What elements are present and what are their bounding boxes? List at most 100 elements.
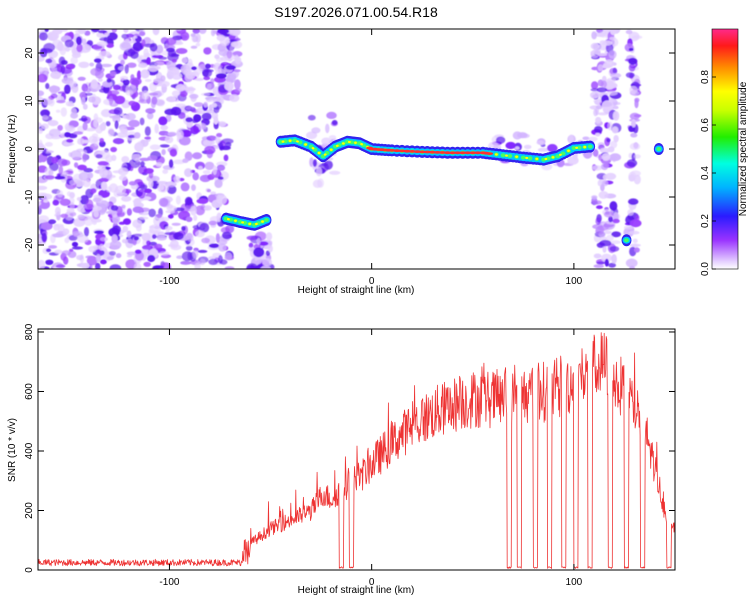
track-peak bbox=[354, 141, 357, 144]
noise-blob bbox=[41, 123, 49, 130]
noise-blob bbox=[206, 135, 217, 141]
noise-blob bbox=[164, 135, 174, 144]
noise-blob bbox=[176, 255, 184, 259]
track-core bbox=[520, 155, 526, 160]
noise-blob bbox=[212, 165, 217, 176]
noise-blob bbox=[92, 197, 102, 203]
noise-blob bbox=[64, 132, 71, 138]
y-tick-label: 400 bbox=[24, 442, 35, 459]
noise-blob bbox=[631, 152, 636, 161]
noise-blob bbox=[146, 112, 154, 120]
noise-blob bbox=[88, 96, 96, 103]
noise-blob bbox=[234, 79, 241, 90]
noise-blob bbox=[176, 129, 184, 140]
noise-blob bbox=[55, 43, 67, 52]
noise-blob bbox=[92, 221, 97, 225]
noise-blob bbox=[192, 249, 199, 259]
noise-blob bbox=[175, 84, 186, 92]
track-peak bbox=[544, 157, 548, 161]
noise-blob bbox=[629, 142, 641, 150]
noise-blob bbox=[184, 168, 193, 178]
noise-blob bbox=[224, 252, 233, 261]
noise-blob bbox=[49, 128, 61, 138]
colorbar-tick-label: 0.4 bbox=[700, 166, 711, 180]
noise-blob bbox=[111, 234, 118, 244]
track-peak bbox=[329, 148, 333, 151]
noise-blob bbox=[246, 265, 256, 269]
spectrogram-ylabel: Frequency (Hz) bbox=[7, 115, 18, 184]
noise-blob bbox=[166, 96, 177, 103]
noise-blob bbox=[77, 138, 85, 145]
noise-blob bbox=[156, 181, 168, 185]
noise-blob bbox=[119, 75, 129, 81]
noise-blob bbox=[84, 30, 91, 36]
noise-blob bbox=[50, 135, 62, 140]
noise-blob bbox=[203, 101, 208, 108]
noise-blob bbox=[331, 119, 338, 126]
noise-blob bbox=[199, 222, 210, 233]
noise-blob bbox=[155, 44, 164, 54]
noise-blob bbox=[82, 103, 88, 110]
noise-blob bbox=[230, 41, 239, 47]
noise-blob bbox=[606, 90, 618, 96]
noise-blob bbox=[92, 206, 102, 211]
track-peak bbox=[559, 153, 562, 156]
noise-blob bbox=[610, 29, 617, 36]
noise-blob bbox=[158, 251, 170, 256]
noise-blob bbox=[512, 131, 523, 140]
noise-blob bbox=[64, 84, 71, 94]
noise-blob bbox=[97, 161, 109, 166]
noise-blob bbox=[217, 239, 228, 245]
noise-blob bbox=[77, 76, 86, 81]
x-tick-label: 100 bbox=[566, 577, 583, 588]
spectrogram-xlabel: Height of straight line (km) bbox=[298, 285, 415, 296]
track-peak bbox=[261, 220, 264, 223]
noise-blob bbox=[536, 140, 545, 145]
noise-blob bbox=[146, 231, 155, 242]
track-peak bbox=[335, 144, 339, 147]
noise-blob bbox=[66, 168, 74, 176]
noise-blob bbox=[140, 69, 150, 79]
noise-blob bbox=[611, 231, 621, 238]
noise-blob bbox=[159, 144, 170, 148]
noise-blob bbox=[59, 198, 71, 206]
noise-blob bbox=[625, 72, 635, 78]
noise-blob bbox=[600, 80, 607, 88]
noise-blob bbox=[45, 248, 52, 253]
noise-blob bbox=[147, 155, 158, 161]
noise-blob bbox=[215, 73, 227, 79]
track-max bbox=[438, 151, 446, 154]
noise-blob bbox=[210, 78, 215, 84]
noise-blob bbox=[72, 231, 83, 236]
snr-panel: -100 0 100 0 200 400 600 800 Height of straight… bbox=[7, 323, 676, 596]
noise-blob bbox=[222, 231, 232, 240]
noise-blob bbox=[208, 258, 219, 265]
noise-blob bbox=[44, 175, 55, 180]
colorbar-label: Normalized spectral amplitude bbox=[738, 81, 749, 216]
noise-blob bbox=[44, 142, 53, 147]
noise-blob bbox=[613, 135, 619, 143]
track-peak bbox=[551, 156, 555, 159]
noise-blob bbox=[211, 102, 218, 108]
noise-blob bbox=[634, 97, 640, 103]
noise-blob bbox=[44, 29, 49, 33]
snr-ticks: -100 0 100 0 200 400 600 800 bbox=[24, 323, 675, 588]
noise-blob bbox=[81, 262, 90, 269]
noise-blob bbox=[629, 219, 642, 228]
noise-blob bbox=[217, 176, 224, 180]
noise-blob bbox=[60, 67, 72, 74]
noise-blob bbox=[69, 248, 74, 252]
noise-blob bbox=[602, 245, 607, 253]
noise-blob bbox=[601, 153, 611, 161]
noise-blob bbox=[599, 40, 607, 45]
noise-blob bbox=[203, 205, 212, 211]
noise-blob bbox=[126, 230, 132, 238]
noise-blob bbox=[607, 77, 616, 83]
noise-blob bbox=[110, 146, 117, 153]
noise-blob bbox=[173, 175, 181, 183]
y-tick-label: 800 bbox=[24, 323, 35, 340]
noise-blob bbox=[215, 136, 221, 144]
snr-series-line bbox=[38, 332, 675, 569]
noise-blob bbox=[140, 161, 145, 168]
